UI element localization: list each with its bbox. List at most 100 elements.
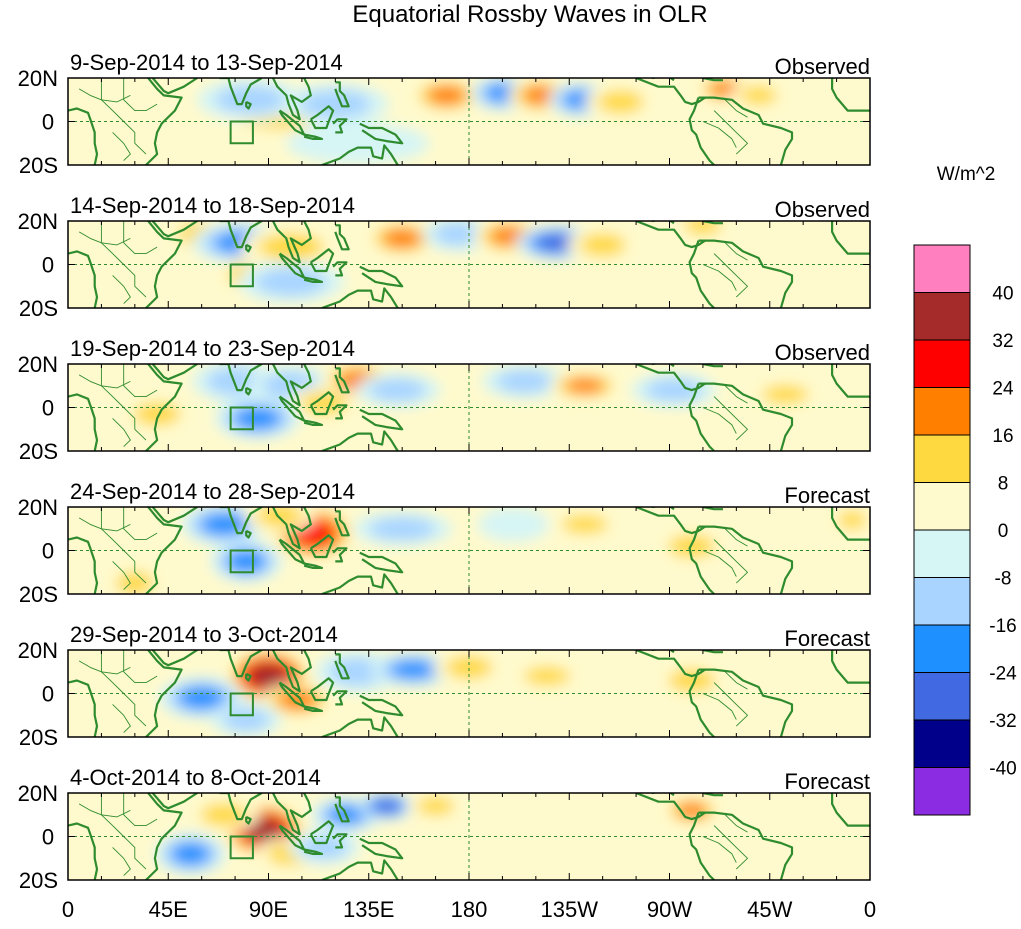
olr-anomaly [631, 372, 717, 408]
colorbar-label: -24 [989, 664, 1017, 685]
olr-anomaly [584, 84, 657, 120]
colorbar-swatch [913, 434, 971, 483]
y-tick-label: 20S [19, 582, 58, 607]
y-tick-label: 0 [42, 682, 54, 707]
panel-status: Forecast [784, 483, 870, 508]
reference-box [229, 692, 254, 717]
colorbar-swatch [913, 529, 971, 578]
map-panel: 20N 0 20S 14-Sep-2014 to 18-Sep-2014 Observe… [18, 193, 871, 321]
panel-period: 14-Sep-2014 to 18-Sep-2014 [70, 193, 355, 218]
olr-anomaly [407, 793, 465, 820]
olr-anomaly [370, 652, 457, 687]
reference-box [229, 263, 254, 288]
colorbar-label: 40 [992, 284, 1013, 305]
colorbar-swatch [913, 387, 971, 436]
reference-box [229, 835, 254, 860]
coastlines [68, 364, 870, 451]
olr-anomaly [358, 793, 416, 820]
olr-anomaly [663, 796, 721, 825]
x-tick-label: 135E [343, 897, 394, 922]
panel-period: 24-Sep-2014 to 28-Sep-2014 [70, 479, 355, 504]
reference-box [229, 120, 254, 145]
colorbar-swatch [913, 292, 971, 341]
x-tick-label: 135W [541, 897, 599, 922]
colorbar-swatch [913, 672, 971, 721]
olr-anomaly [549, 371, 621, 400]
olr-anomaly [656, 663, 728, 698]
panel-status: Forecast [784, 626, 870, 651]
olr-anomaly [422, 221, 494, 252]
olr-anomaly [352, 511, 453, 547]
colorbar-label: 32 [992, 331, 1013, 352]
y-tick-label: 20S [19, 868, 58, 893]
colorbar-label: -40 [989, 759, 1016, 780]
y-tick-label: 20S [19, 153, 58, 178]
colorbar-swatch [913, 482, 971, 531]
colorbar-label: -16 [989, 616, 1016, 637]
y-tick-label: 0 [42, 110, 54, 135]
olr-anomaly [210, 702, 282, 737]
y-tick-label: 20N [18, 781, 58, 806]
y-tick-label: 20S [19, 439, 58, 464]
x-tick-label: 90W [647, 897, 692, 922]
olr-anomaly [288, 385, 360, 421]
olr-anomaly [796, 800, 854, 829]
olr-anomaly [511, 662, 583, 691]
olr-anomaly [730, 81, 788, 110]
colorbar-label: 24 [992, 379, 1014, 400]
y-tick-label: 20N [18, 352, 58, 377]
map-panel: 20N 0 20S 4-Oct-2014 to 8-Oct-2014 Forecast [18, 765, 871, 893]
olr-anomaly [154, 833, 227, 875]
coastlines [68, 793, 870, 880]
x-tick-label: 45E [149, 897, 188, 922]
olr-anomaly [567, 227, 639, 263]
olr-anomaly [433, 650, 505, 685]
panel-status: Observed [775, 197, 870, 222]
x-tick-label: 180 [451, 897, 488, 922]
colorbar-swatch [913, 767, 971, 816]
panel-status: Observed [775, 340, 870, 365]
panel-period: 29-Sep-2014 to 3-Oct-2014 [70, 622, 338, 647]
reference-box [229, 406, 254, 431]
colorbar-swatch [913, 244, 971, 293]
y-tick-label: 0 [42, 825, 54, 850]
colorbar-swatch [913, 339, 971, 388]
olr-anomaly [121, 396, 193, 432]
map-panel: 20N 0 20S 24-Sep-2014 to 28-Sep-2014 Forecas… [18, 479, 871, 607]
olr-anomaly [674, 221, 732, 240]
panel-status: Forecast [784, 769, 870, 794]
panel-period: 9-Sep-2014 to 13-Sep-2014 [70, 50, 343, 75]
y-tick-label: 0 [42, 253, 54, 278]
y-tick-label: 20S [19, 296, 58, 321]
y-tick-label: 20N [18, 66, 58, 91]
olr-anomaly [281, 83, 389, 125]
map-panel: 20N 0 20S 29-Sep-2014 to 3-Oct-2014 Forecast [18, 622, 871, 750]
olr-anomaly [830, 507, 870, 534]
map-panel: 20N 0 20S 9-Sep-2014 to 13-Sep-2014 Observed [18, 50, 871, 178]
olr-anomaly [411, 78, 483, 113]
colorbar-label: 16 [992, 426, 1013, 447]
colorbar-swatch [913, 719, 971, 768]
colorbar-label: 0 [998, 521, 1009, 542]
coastlines [68, 650, 870, 737]
olr-anomaly [749, 380, 821, 409]
olr-anomaly [481, 364, 568, 399]
colorbar-units: W/m^2 [937, 164, 996, 185]
x-tick-label: 90E [249, 897, 288, 922]
y-tick-label: 20N [18, 638, 58, 663]
map-panel: 20N 0 20S 19-Sep-2014 to 23-Sep-2014 Observe… [18, 336, 871, 464]
chart-title: Equatorial Rossby Waves in OLR [352, 1, 707, 28]
olr-anomaly [214, 397, 301, 440]
y-tick-label: 20S [19, 725, 58, 750]
olr-anomaly [366, 221, 438, 256]
panel-period: 4-Oct-2014 to 8-Oct-2014 [70, 765, 321, 790]
x-tick-label: 0 [864, 897, 876, 922]
panel-status: Observed [775, 54, 870, 79]
colorbar-label: -8 [995, 569, 1012, 590]
y-tick-label: 0 [42, 396, 54, 421]
olr-anomaly [210, 540, 282, 583]
reference-box [229, 549, 254, 574]
y-tick-label: 0 [42, 539, 54, 564]
olr-anomaly [549, 510, 621, 539]
